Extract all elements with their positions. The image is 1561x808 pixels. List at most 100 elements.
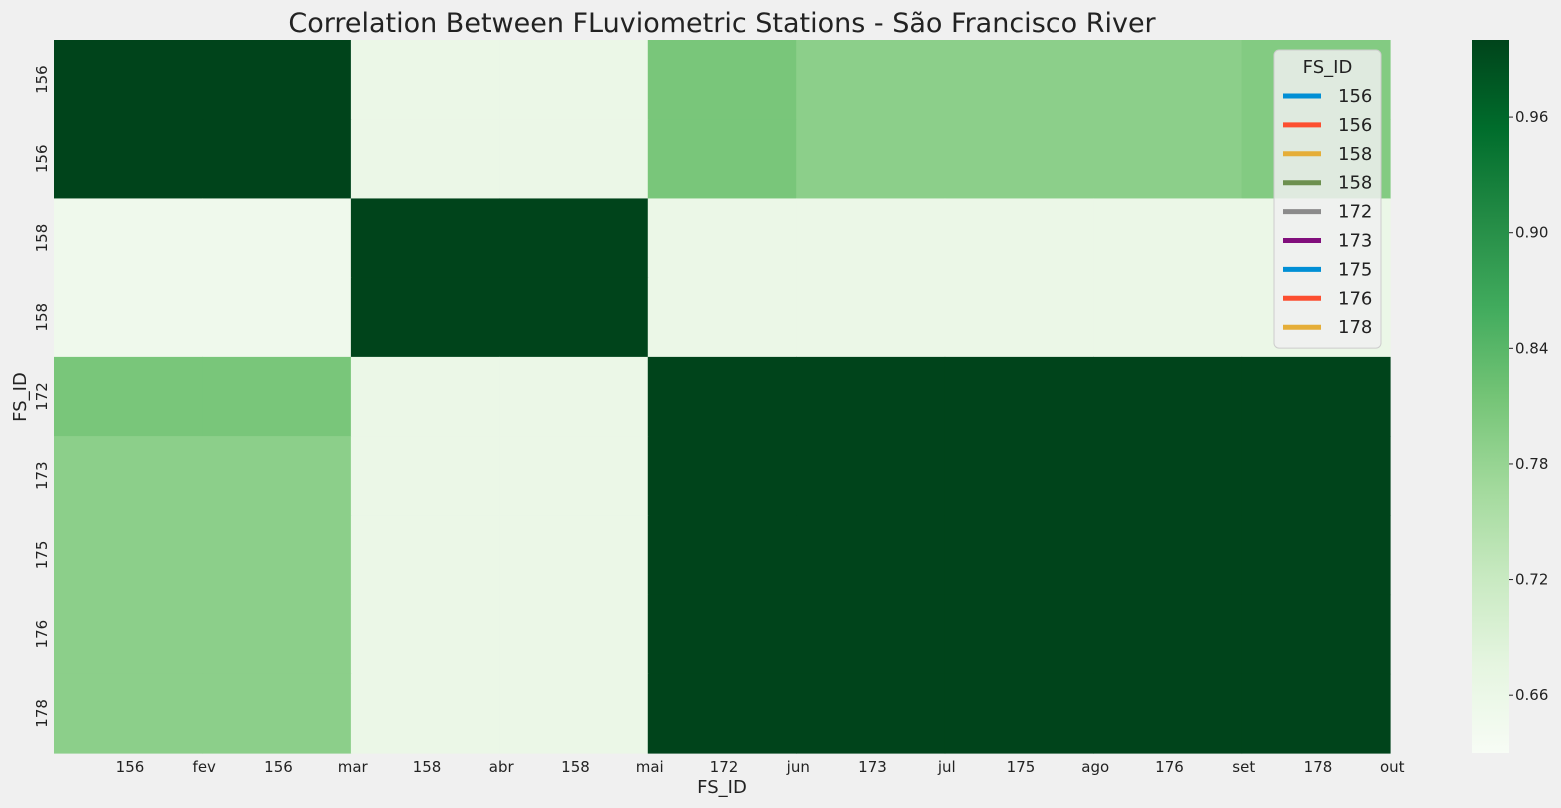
x-tick-label: fev — [193, 758, 217, 776]
x-tick-label: 156 — [264, 758, 293, 776]
colorbar-tick-label: 0.66 — [1515, 686, 1548, 704]
heatmap-cell — [499, 356, 649, 437]
x-tick-label: ago — [1081, 758, 1109, 776]
heatmap-cell — [1241, 515, 1391, 596]
x-tick-label: abr — [489, 758, 515, 776]
heatmap-cell — [1241, 436, 1391, 516]
heatmap-cell — [944, 40, 1094, 120]
heatmap-cell — [499, 198, 649, 279]
heatmap-cell — [944, 119, 1094, 200]
y-tick-label: 158 — [33, 224, 51, 253]
y-axis-label: FS_ID — [10, 372, 31, 422]
heatmap-cell — [1093, 277, 1243, 358]
heatmap-cell — [54, 673, 204, 754]
heatmap-cell — [499, 40, 649, 120]
heatmap-cell — [1093, 40, 1243, 120]
heatmap-cell — [647, 277, 797, 358]
x-tick-label: 178 — [1304, 758, 1333, 776]
x-tick-label: mar — [338, 758, 369, 776]
legend-label: 175 — [1338, 259, 1372, 280]
heatmap-cell — [54, 594, 204, 675]
legend-label: 172 — [1338, 202, 1372, 223]
heatmap-cell — [1093, 673, 1243, 754]
x-tick-label: jun — [786, 758, 810, 776]
legend-label: 158 — [1338, 144, 1372, 165]
heatmap-cell — [944, 436, 1094, 516]
heatmap-cell — [499, 673, 649, 754]
heatmap-cell — [202, 119, 352, 200]
heatmap-cell — [54, 198, 204, 279]
heatmap-cell — [944, 198, 1094, 279]
heatmap-cell — [647, 40, 797, 120]
heatmap-cell — [796, 673, 946, 754]
heatmap-cell — [350, 594, 500, 675]
x-tick-label: jul — [937, 758, 956, 776]
colorbar-tick-label: 0.96 — [1515, 108, 1548, 126]
heatmap-cell — [54, 119, 204, 200]
heatmap-cell — [350, 40, 500, 120]
heatmap-cell — [499, 436, 649, 516]
y-tick-label: 175 — [33, 541, 51, 570]
heatmap-cell — [796, 40, 946, 120]
heatmap-cell — [796, 356, 946, 437]
legend-label: 158 — [1338, 173, 1372, 194]
y-tick-label: 173 — [33, 461, 51, 490]
x-tick-label: out — [1380, 758, 1405, 776]
y-tick-label: 156 — [33, 145, 51, 174]
x-tick-label: 156 — [116, 758, 145, 776]
legend-label: 156 — [1338, 115, 1372, 136]
heatmap-cell — [647, 436, 797, 516]
heatmap-cell — [1093, 356, 1243, 437]
heatmap-cells — [54, 40, 1391, 754]
legend-label: 178 — [1338, 317, 1372, 338]
legend: FS_ID 156 156 158 158 172 173 175 176 178 — [1273, 49, 1382, 349]
colorbar-tick-label: 0.78 — [1515, 455, 1548, 473]
heatmap-cell — [54, 277, 204, 358]
heatmap-cell — [54, 436, 204, 516]
heatmap-cell — [350, 673, 500, 754]
x-tick-label: 176 — [1155, 758, 1184, 776]
heatmap-cell — [202, 515, 352, 596]
y-tick-label: 158 — [33, 303, 51, 332]
heatmap-cell — [796, 198, 946, 279]
heatmap-cell — [54, 356, 204, 437]
x-tick-labels: 156 fev 156 mar 158 abr 158 mai 172 jun 173 jul 175 a… — [116, 758, 1405, 776]
x-tick-label: mai — [636, 758, 664, 776]
x-tick-label: set — [1232, 758, 1255, 776]
heatmap-cell — [944, 673, 1094, 754]
heatmap-cell — [796, 119, 946, 200]
heatmap-cell — [796, 277, 946, 358]
x-tick-label: 172 — [710, 758, 739, 776]
heatmap-cell — [1093, 198, 1243, 279]
heatmap-cell — [202, 673, 352, 754]
x-tick-label: 158 — [413, 758, 442, 776]
heatmap-cell — [944, 515, 1094, 596]
heatmap-cell — [202, 198, 352, 279]
legend-title: FS_ID — [1303, 57, 1353, 78]
heatmap-cell — [1093, 515, 1243, 596]
heatmap-cell — [1241, 594, 1391, 675]
x-tick-label: 173 — [858, 758, 887, 776]
heatmap-cell — [796, 436, 946, 516]
heatmap-cell — [350, 436, 500, 516]
chart-title: Correlation Between FLuviometric Station… — [288, 8, 1156, 39]
y-tick-label: 176 — [33, 620, 51, 649]
colorbar-tick-label: 0.84 — [1515, 339, 1548, 357]
x-tick-label: 175 — [1007, 758, 1036, 776]
heatmap-cell — [1093, 436, 1243, 516]
colorbar-tick-label: 0.72 — [1515, 571, 1548, 589]
heatmap-cell — [1241, 673, 1391, 754]
heatmap-cell — [350, 119, 500, 200]
heatmap-cell — [647, 198, 797, 279]
heatmap-cell — [1093, 594, 1243, 675]
heatmap-cell — [796, 594, 946, 675]
heatmap-cell — [796, 515, 946, 596]
y-tick-label: 178 — [33, 699, 51, 728]
heatmap-cell — [499, 119, 649, 200]
colorbar-tick-label: 0.90 — [1515, 224, 1548, 242]
colorbar: 0.66 0.72 0.78 0.84 0.90 0.96 — [1472, 40, 1548, 753]
heatmap-cell — [1241, 356, 1391, 437]
heatmap-cell — [647, 515, 797, 596]
heatmap-cell — [944, 277, 1094, 358]
